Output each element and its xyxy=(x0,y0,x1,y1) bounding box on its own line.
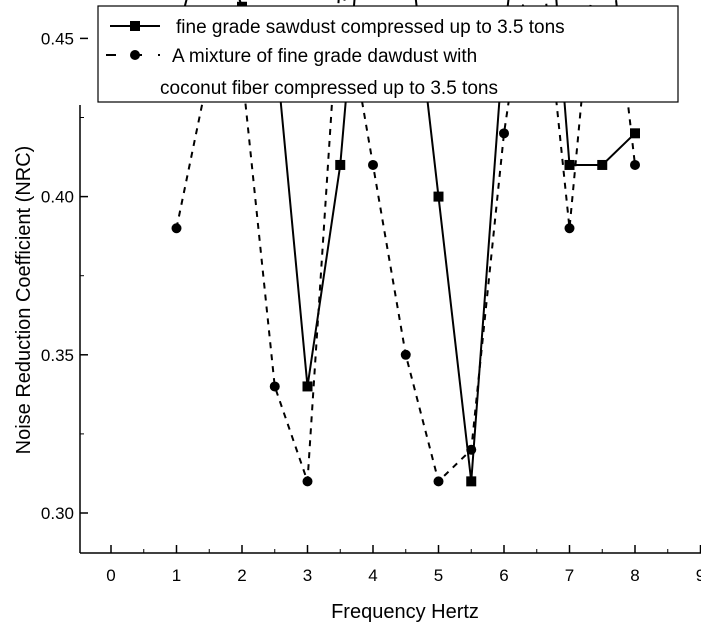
series-2-point xyxy=(466,444,477,455)
y-axis-title: Noise Reduction Coefficient (NRC) xyxy=(13,146,35,455)
series-2-point xyxy=(630,159,640,170)
legend-label-series-2-line-2: coconut fiber compressed up to 3.5 tons xyxy=(160,78,498,99)
series-1-point xyxy=(302,381,313,392)
x-tick-label: 0 xyxy=(106,566,115,585)
series-1-point xyxy=(433,191,444,202)
series-2-point xyxy=(302,476,313,487)
legend-marker-square xyxy=(130,21,140,31)
legend: fine grade sawdust compressed up to 3.5 … xyxy=(97,5,679,103)
y-tick-label: 0.40 xyxy=(41,188,74,207)
x-tick-label: 8 xyxy=(630,566,639,585)
y-tick-label: 0.30 xyxy=(41,504,74,523)
legend-marker-circle xyxy=(130,50,140,60)
legend-box xyxy=(97,5,679,103)
x-axis-title: Frequency Hertz xyxy=(331,601,479,623)
series-1-point xyxy=(466,476,477,487)
legend-label-series-1: fine grade sawdust compressed up to 3.5 … xyxy=(176,17,565,38)
series-2-point xyxy=(269,381,280,392)
x-tick-label: 7 xyxy=(565,566,574,585)
y-tick-label: 0.45 xyxy=(41,29,74,48)
x-tick-label: 5 xyxy=(434,566,443,585)
x-tick-label: 1 xyxy=(172,566,181,585)
series-2-point xyxy=(564,223,575,234)
x-tick-label: 4 xyxy=(368,566,377,585)
x-tick-label: 6 xyxy=(499,566,508,585)
series-1-point xyxy=(630,128,640,139)
legend-label-series-2-line-1: A mixture of fine grade dawdust with xyxy=(172,46,477,67)
series-2-point xyxy=(400,349,411,360)
axes: 0.300.350.400.450.500.550123456789 xyxy=(41,29,701,585)
x-tick-label: 3 xyxy=(303,566,312,585)
series-1-point xyxy=(597,159,608,170)
x-tick-label: 2 xyxy=(237,566,246,585)
series-2-point xyxy=(368,159,378,170)
series-2-point xyxy=(433,476,444,487)
series-2-point xyxy=(171,223,182,234)
x-tick-label: 9 xyxy=(696,566,701,585)
series-1-point xyxy=(335,159,346,170)
y-tick-label: 0.35 xyxy=(41,346,74,365)
series-1-point xyxy=(564,159,575,170)
series-2-point xyxy=(499,128,509,139)
